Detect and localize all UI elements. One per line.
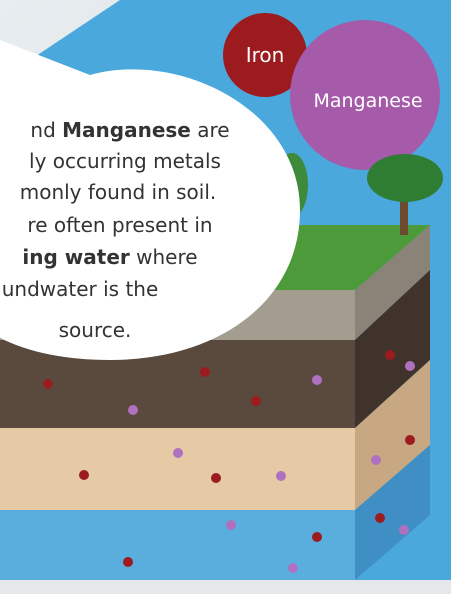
- text: are: [191, 118, 230, 142]
- bubble-line: ing water where: [22, 245, 197, 269]
- text: nd: [30, 118, 62, 142]
- text: where: [130, 245, 198, 269]
- iron-label: Iron: [246, 43, 285, 67]
- text: ing water: [22, 245, 129, 269]
- text: Manganese: [62, 118, 191, 142]
- manganese-label: Manganese: [313, 90, 422, 112]
- bubble-line: source.: [59, 318, 132, 342]
- bubble-line: nd Manganese are: [30, 118, 229, 142]
- bubble-line: re often present in: [27, 213, 212, 237]
- bubble-line: monly found in soil.: [20, 180, 217, 204]
- bubble-line: undwater is the: [2, 277, 159, 301]
- floor: [0, 580, 451, 594]
- bubble-line: ly occurring metals: [29, 149, 221, 173]
- infographic: Iron Manganese nd Manganese: [0, 0, 451, 594]
